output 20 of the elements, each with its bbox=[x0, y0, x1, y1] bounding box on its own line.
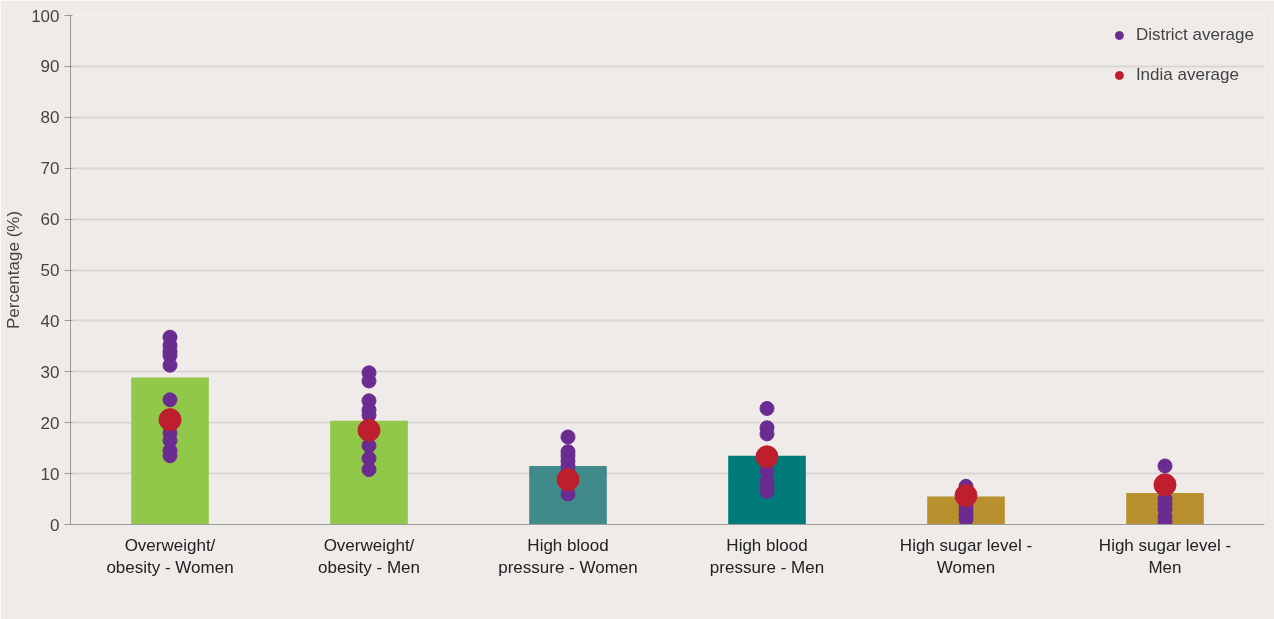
y-tick-label: 90 bbox=[40, 57, 60, 77]
y-tick-label: 20 bbox=[40, 413, 60, 433]
y-tick-label: 70 bbox=[40, 159, 60, 179]
y-tick-label: 100 bbox=[31, 6, 60, 26]
y-tick-label: 60 bbox=[40, 210, 60, 230]
x-tick-label: High blood pressure - Men bbox=[709, 535, 825, 578]
legend-label: District average bbox=[1135, 25, 1254, 45]
y-tick-label: 50 bbox=[40, 261, 60, 280]
legend-label: India average bbox=[1135, 65, 1239, 85]
x-tick-label: Overweight/ obesity - Men bbox=[317, 535, 421, 578]
x-tick-label: High sugar level - Men bbox=[1098, 535, 1232, 578]
y-tick-label: 0 bbox=[50, 515, 60, 535]
y-tick-label: 30 bbox=[40, 362, 60, 382]
x-tick-label: Overweight/ obesity - Women bbox=[106, 535, 234, 578]
x-tick-label: High blood pressure - Women bbox=[498, 535, 638, 578]
y-tick-label: 40 bbox=[40, 311, 60, 331]
y-tick-label: 80 bbox=[40, 108, 60, 128]
y-axis-title: Percentage (%) bbox=[4, 210, 24, 330]
x-tick-label: High sugar level - Women bbox=[899, 535, 1033, 578]
y-tick-label: 10 bbox=[40, 464, 60, 484]
